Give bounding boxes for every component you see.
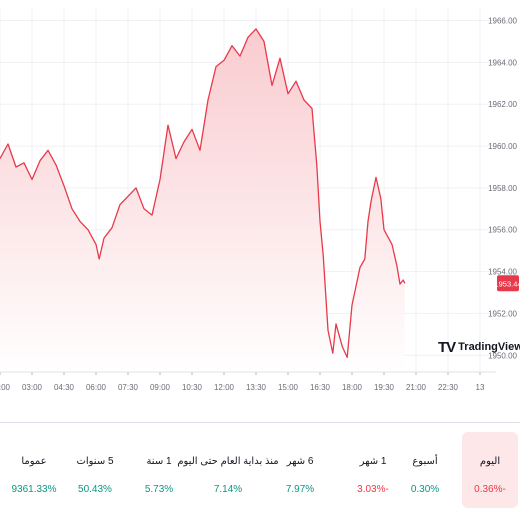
- price-line: [0, 28, 406, 359]
- x-tick-label: 12:00: [214, 383, 235, 392]
- y-tick-label: 1964.00: [488, 58, 517, 67]
- divider: [0, 422, 520, 423]
- y-tick-label: 1950.00: [488, 351, 517, 360]
- tradingview-logo-text: TradingView: [458, 341, 520, 353]
- period-value: 7.14%: [213, 484, 243, 495]
- period-label: عموما: [21, 456, 47, 467]
- tradingview-logo[interactable]: TV TradingView: [438, 338, 520, 356]
- x-tick-label: 06:00: [86, 383, 107, 392]
- x-tick-label: 13: [476, 383, 485, 392]
- period-label: 6 شهر: [286, 456, 314, 467]
- x-tick-label: 19:30: [374, 383, 395, 392]
- current-price-tag: 1953.44: [494, 275, 520, 292]
- period-label: اليوم: [479, 456, 501, 467]
- period-3[interactable]: 6 شهر 7.97%: [268, 432, 332, 508]
- price-tag-label: 1953.44: [494, 279, 520, 288]
- price-area: [0, 28, 405, 373]
- price-chart[interactable]: 1950.00 1952.00 1954.00 1956.00 1958.00 1960.…: [0, 0, 520, 400]
- period-value: 3.03%-: [357, 484, 389, 495]
- period-0[interactable]: اليوم 0.36%-: [462, 432, 518, 508]
- period-label: 5 سنوات: [76, 456, 114, 467]
- period-4[interactable]: منذ بداية العام حتى اليوم 7.14%: [173, 432, 283, 508]
- period-5[interactable]: 1 سنة 5.73%: [129, 432, 189, 508]
- period-value: 7.97%: [285, 484, 315, 495]
- x-tick-label: 01:00: [0, 383, 11, 392]
- y-tick-label: 1954.00: [488, 268, 517, 277]
- x-tick-label: 18:00: [342, 383, 363, 392]
- x-tick-label: 16:30: [310, 383, 331, 392]
- period-label: 1 سنة: [146, 456, 172, 467]
- x-tick-label: 22:30: [438, 383, 459, 392]
- period-value: 0.36%-: [474, 484, 506, 495]
- x-tick-label: 10:30: [182, 383, 203, 392]
- period-7[interactable]: عموما 9361.33%: [2, 432, 66, 508]
- period-value: 5.73%: [144, 484, 174, 495]
- period-label: 1 شهر: [359, 456, 387, 467]
- performance-periods: اليوم 0.36%- أسبوع 0.30% 1 شهر 3.03%- 6 شهر 7.9…: [0, 428, 520, 520]
- price-tag-box: [497, 275, 519, 292]
- x-axis: 01:00 03:00 04:30 06:00 07:30 09:00 10:30 12:00…: [0, 371, 496, 392]
- y-tick-label: 1962.00: [488, 100, 517, 109]
- period-label: أسبوع: [412, 456, 438, 467]
- y-axis: 1950.00 1952.00 1954.00 1956.00 1958.00 1960.…: [488, 17, 517, 361]
- period-6[interactable]: 5 سنوات 50.43%: [61, 432, 129, 508]
- x-tick-label: 21:00: [406, 383, 427, 392]
- x-tick-label: 04:30: [54, 383, 75, 392]
- tradingview-logo-icon: TV: [438, 338, 456, 356]
- x-tick-label: 09:00: [150, 383, 171, 392]
- period-value: 9361.33%: [11, 484, 57, 495]
- x-tick-label: 07:30: [118, 383, 139, 392]
- y-tick-label: 1956.00: [488, 226, 517, 235]
- period-value: 0.30%: [410, 484, 440, 495]
- x-tick-label: 13:30: [246, 383, 267, 392]
- period-2[interactable]: 1 شهر 3.03%-: [341, 432, 405, 508]
- y-tick-label: 1958.00: [488, 184, 517, 193]
- x-tick-label: 03:00: [22, 383, 43, 392]
- y-tick-label: 1966.00: [488, 17, 517, 26]
- period-value: 50.43%: [78, 484, 112, 495]
- y-tick-label: 1952.00: [488, 309, 517, 318]
- x-tick-label: 15:00: [278, 383, 299, 392]
- period-label: منذ بداية العام حتى اليوم: [177, 456, 279, 467]
- y-tick-label: 1960.00: [488, 142, 517, 151]
- period-1[interactable]: أسبوع 0.30%: [393, 432, 457, 508]
